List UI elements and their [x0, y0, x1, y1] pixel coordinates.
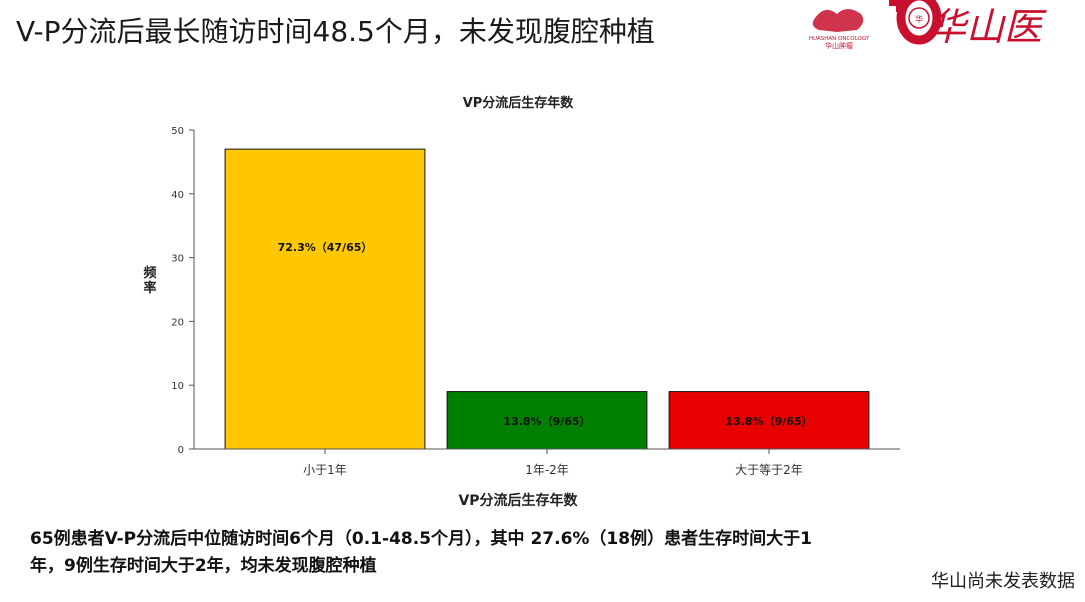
- summary-line-1: 65例患者V-P分流后中位随访时间6个月（0.1-48.5个月），其中 27.6…: [30, 529, 812, 549]
- y-tick-label: 50: [171, 126, 184, 137]
- x-tick-label: 大于等于2年: [735, 463, 803, 477]
- y-axis-label: 频率: [143, 265, 156, 296]
- y-tick-label: 40: [171, 190, 184, 201]
- y-tick-label: 20: [171, 317, 184, 328]
- chart-container: VP分流后生存年数 0 10 20 30 40 50 72.3%（47/65） 13.8%（…: [130, 85, 920, 520]
- summary-line-2: 年，9例生存时间大于2年，均未发现腹腔种植: [30, 556, 377, 576]
- y-tick-label: 30: [171, 254, 184, 265]
- logo-graphic: HUASHAN ONCOLOGY 华山肿瘤 华 华山医: [809, 0, 1047, 50]
- source-note: 华山尚未发表数据: [931, 571, 1075, 592]
- y-axis: 0 10 20 30 40 50: [171, 126, 195, 456]
- slide-title: V-P分流后最长随访时间48.5个月，未发现腹腔种植: [16, 15, 655, 48]
- y-tick-label: 0: [178, 445, 184, 456]
- logo-big-text: 华山医: [928, 5, 1047, 49]
- logo-anniversary-mark: 华 华山医: [889, 0, 1047, 49]
- x-tick-label: 1年-2年: [525, 463, 569, 477]
- bar-1: [224, 148, 426, 450]
- chart-title: VP分流后生存年数: [463, 95, 575, 111]
- bars-group: 72.3%（47/65） 13.8%（9/65） 13.8%（9/65）: [224, 148, 870, 450]
- x-axis: 小于1年 1年-2年 大于等于2年: [194, 448, 900, 477]
- bar-data-label: 72.3%（47/65）: [278, 241, 373, 254]
- x-axis-label: VP分流后生存年数: [458, 492, 578, 509]
- logo-small-text-2: 华山肿瘤: [825, 41, 853, 50]
- logo-small-text-1: HUASHAN ONCOLOGY: [809, 36, 870, 42]
- bar-3: [668, 391, 870, 450]
- bar-chart: VP分流后生存年数 0 10 20 30 40 50 72.3%（47/65） 13.8%（…: [143, 95, 900, 509]
- x-tick-label: 小于1年: [303, 463, 347, 477]
- svg-text:华: 华: [915, 14, 923, 24]
- bar-data-label: 13.8%（9/65）: [725, 415, 812, 428]
- bar-data-label: 13.8%（9/65）: [503, 415, 590, 428]
- hospital-logo: HUASHAN ONCOLOGY 华山肿瘤 华 华山医: [805, 0, 1085, 52]
- bar-2: [446, 391, 648, 450]
- y-tick-label: 10: [171, 381, 184, 392]
- summary-text: 65例患者V-P分流后中位随访时间6个月（0.1-48.5个月），其中 27.6…: [30, 526, 980, 580]
- logo-emblem: HUASHAN ONCOLOGY 华山肿瘤: [809, 9, 870, 50]
